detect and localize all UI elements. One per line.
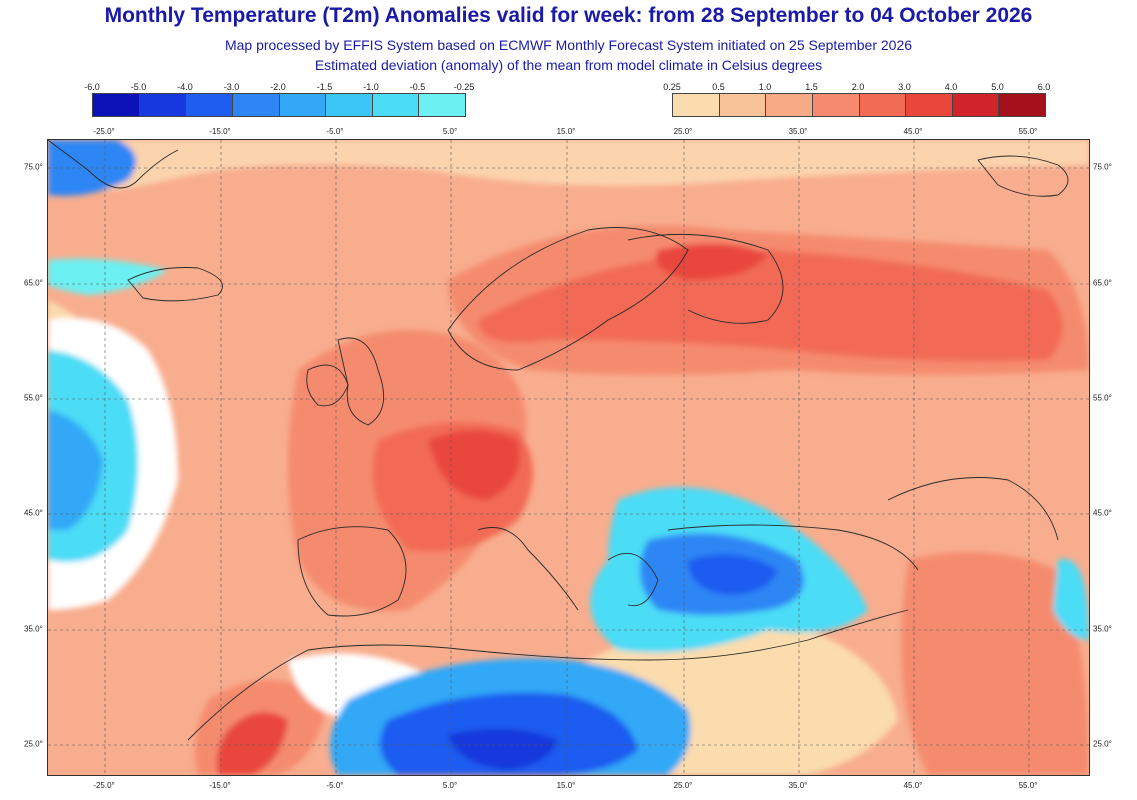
cold-colorbar-segment — [279, 94, 327, 116]
lon-label-bottom: 35.0° — [788, 781, 808, 790]
cold-colorbar-label: -0.25 — [453, 82, 475, 92]
lon-label-bottom: -25.0° — [93, 781, 115, 790]
anomaly-zone-cold-iceland-sea — [48, 258, 168, 295]
lat-label-right: 35.0° — [1093, 624, 1112, 634]
novaya-zemlya-outline — [977, 155, 1069, 197]
lon-label-top: 45.0° — [903, 127, 923, 136]
lat-label-right: 55.0° — [1093, 393, 1112, 403]
lat-label-left: 35.0° — [24, 624, 43, 634]
lat-label-left: 55.0° — [24, 393, 43, 403]
warm-colorbar-label: 3.0 — [898, 82, 911, 92]
anomaly-zone-pale-north — [48, 140, 1089, 192]
warm-colorbar-segment — [719, 94, 767, 116]
map-title: Monthly Temperature (T2m) Anomalies vali… — [104, 4, 1033, 27]
cold-colorbar-segment — [372, 94, 420, 116]
anomaly-zone-strong-north — [478, 250, 1063, 362]
anomaly-zone-very-strong-finland — [656, 243, 768, 280]
anomaly-zone-coldest-aegean — [688, 554, 778, 595]
lon-label-bottom: 5.0° — [442, 781, 458, 790]
lon-label-top: -15.0° — [209, 127, 231, 136]
lon-label-top: 15.0° — [556, 127, 576, 136]
lon-label-bottom: 15.0° — [556, 781, 576, 790]
warm-colorbar-segment — [812, 94, 860, 116]
iberia-outline — [297, 526, 407, 617]
warm-colorbar-label: 0.25 — [663, 82, 681, 92]
lon-label-top: 25.0° — [673, 127, 693, 136]
anomaly-map[interactable] — [47, 139, 1090, 776]
warm-colorbar-label: 0.5 — [712, 82, 725, 92]
lat-label-right: 25.0° — [1093, 739, 1112, 749]
warm-colorbar-segment — [906, 94, 953, 116]
iceland-outline — [127, 267, 223, 302]
warm-colorbar-segment — [999, 94, 1045, 116]
lon-label-top: 55.0° — [1018, 127, 1038, 136]
lon-label-bottom: -5.0° — [326, 781, 344, 790]
north-africa-coast — [187, 609, 909, 741]
ireland-outline — [306, 364, 349, 407]
warm-colorbar-label: 4.0 — [944, 82, 958, 92]
italy-outline — [477, 527, 579, 611]
coastlines — [48, 140, 1069, 741]
lat-label-left: 65.0° — [24, 278, 43, 288]
cold-colorbar-label: -5.0 — [130, 82, 147, 92]
finland-outline — [627, 233, 784, 324]
cold-colorbar-label: -1.0 — [363, 82, 379, 92]
anomaly-zone-coldest-sahara — [448, 728, 558, 770]
lon-label-bottom: -15.0° — [209, 781, 231, 790]
warm-colorbar-label: 5.0 — [991, 82, 1004, 92]
warm-colorbar — [672, 93, 1046, 117]
cold-colorbar-segment — [93, 94, 140, 116]
cold-colorbar-label: -0.5 — [409, 82, 426, 92]
cold-colorbar-segment — [232, 94, 280, 116]
warm-colorbar-label: 1.5 — [805, 82, 818, 92]
cold-colorbar-segment — [419, 94, 465, 116]
anomaly-zone-strong-morocco — [216, 712, 288, 775]
map-subtitle-source: Map processed by EFFIS System based on E… — [224, 37, 913, 53]
warm-colorbar-segment — [766, 94, 813, 116]
warm-colorbar-label: 2.0 — [851, 82, 865, 92]
lon-label-top: 35.0° — [788, 127, 808, 136]
greece-outline — [607, 552, 659, 607]
anomaly-zone-colder-atlantic — [48, 410, 103, 530]
lat-label-right: 75.0° — [1093, 162, 1112, 172]
lon-label-bottom: 45.0° — [903, 781, 923, 790]
anomaly-map-svg — [48, 140, 1089, 775]
warm-colorbar-label: 6.0 — [1037, 82, 1051, 92]
cold-colorbar-label: -6.0 — [84, 82, 100, 92]
cold-colorbar-label: -1.5 — [316, 82, 333, 92]
warm-colorbar-segment — [859, 94, 907, 116]
cold-colorbar-label: -4.0 — [177, 82, 193, 92]
cold-colorbar — [92, 93, 466, 117]
warm-colorbar-label: 1.0 — [758, 82, 772, 92]
cold-colorbar-segment — [186, 94, 233, 116]
lat-label-left: 45.0° — [24, 508, 43, 518]
cold-colorbar-label: -2.0 — [270, 82, 286, 92]
cold-colorbar-segment — [139, 94, 187, 116]
lon-label-bottom: 55.0° — [1018, 781, 1038, 790]
cold-colorbar-segment — [326, 94, 373, 116]
warm-colorbar-segment — [673, 94, 720, 116]
warm-colorbar-segment — [952, 94, 1000, 116]
greenland-coast — [48, 140, 179, 189]
scandinavia-outline — [447, 227, 689, 371]
lon-label-top: 5.0° — [442, 127, 458, 136]
anomaly-zone-middle-east — [901, 552, 1089, 775]
turkey-outline — [667, 524, 919, 571]
lon-label-top: -5.0° — [326, 127, 344, 136]
lat-label-right: 45.0° — [1093, 508, 1112, 518]
lat-label-left: 75.0° — [24, 162, 43, 172]
lon-label-bottom: 25.0° — [673, 781, 693, 790]
cold-colorbar-label: -3.0 — [223, 82, 240, 92]
britain-outline — [337, 337, 385, 426]
lat-label-left: 25.0° — [24, 739, 43, 749]
black-sea-caucasus — [887, 477, 1059, 541]
lon-label-top: -25.0° — [93, 127, 115, 136]
lat-label-right: 65.0° — [1093, 278, 1112, 288]
anomaly-zone-cold-caspian — [1053, 559, 1089, 640]
graticule — [48, 140, 1089, 775]
map-subtitle-units: Estimated deviation (anomaly) of the mea… — [314, 57, 823, 73]
